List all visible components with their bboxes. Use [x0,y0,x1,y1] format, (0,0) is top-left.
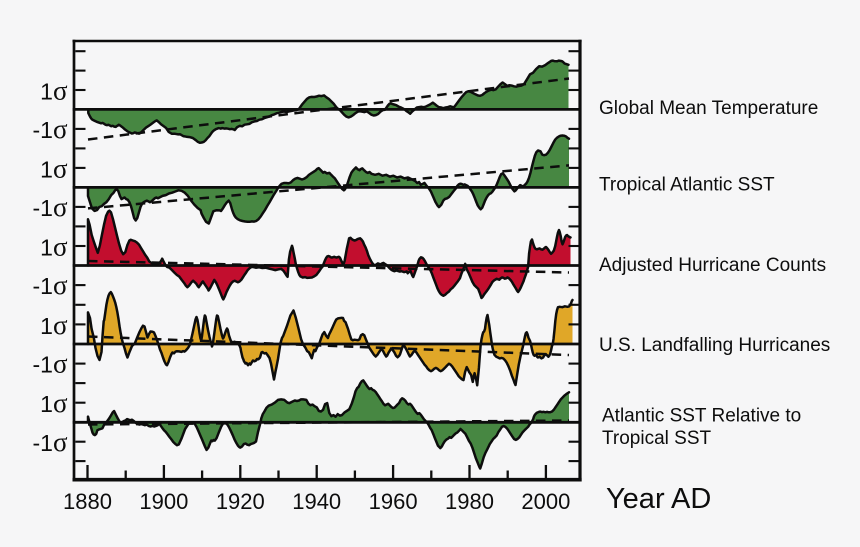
svg-text:1σ: 1σ [40,310,68,340]
svg-text:Year AD: Year AD [606,483,711,515]
svg-text:1960: 1960 [369,489,418,514]
svg-text:-1σ: -1σ [32,349,67,379]
svg-text:1880: 1880 [63,489,112,514]
svg-text:-1σ: -1σ [32,270,67,300]
svg-text:1σ: 1σ [40,75,68,105]
svg-text:U.S. Landfalling Hurricanes: U.S. Landfalling Hurricanes [599,335,830,356]
svg-text:-1σ: -1σ [32,427,67,457]
svg-text:Global Mean Temperature: Global Mean Temperature [599,98,818,119]
svg-text:2000: 2000 [521,489,570,514]
svg-text:-1σ: -1σ [32,114,67,144]
svg-text:Atlantic SST Relative to: Atlantic SST Relative to [602,406,801,427]
svg-text:1940: 1940 [292,489,341,514]
svg-text:1σ: 1σ [40,231,68,261]
svg-text:Adjusted Hurricane Counts: Adjusted Hurricane Counts [599,255,826,276]
svg-text:Tropical Atlantic SST: Tropical Atlantic SST [599,174,775,195]
svg-text:-1σ: -1σ [32,192,67,222]
svg-text:1900: 1900 [139,489,188,514]
svg-text:1σ: 1σ [40,153,68,183]
svg-text:1920: 1920 [216,489,265,514]
svg-text:1980: 1980 [445,489,494,514]
svg-text:1σ: 1σ [40,388,68,418]
svg-text:Tropical SST: Tropical SST [602,428,711,449]
